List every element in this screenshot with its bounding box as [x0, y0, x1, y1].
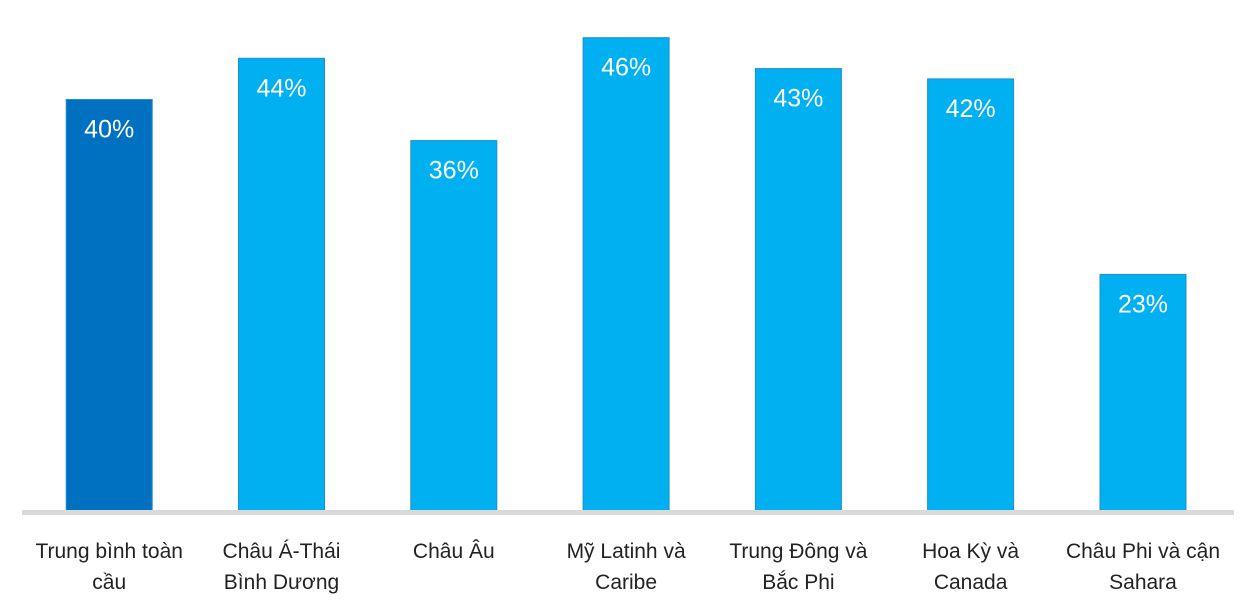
- bar-value-label-4: 43%: [773, 85, 823, 113]
- category-label-5-line-0: Hoa Kỳ và: [922, 540, 1019, 563]
- category-label-5-line-1: Canada: [934, 571, 1008, 594]
- bar-2: [410, 140, 498, 512]
- bar-value-label-1: 44%: [256, 74, 306, 102]
- bar-6: [1099, 273, 1187, 512]
- value-labels-group: 40% 44% 36% 46% 43% 42% 23%: [84, 54, 1168, 319]
- bar-value-label-2: 36%: [429, 157, 479, 185]
- category-label-4-line-1: Bắc Phi: [762, 571, 834, 594]
- bar-4: [754, 68, 842, 512]
- category-labels-group: Trung bình toàn cầu Châu Á-Thái Bình Dương C…: [35, 540, 1220, 594]
- category-label-6-line-0: Châu Phi và cận: [1066, 540, 1220, 563]
- category-label-1-line-0: Châu Á-Thái: [223, 540, 341, 563]
- category-label-3-line-0: Mỹ Latinh và: [567, 540, 686, 563]
- category-label-4-line-0: Trung Đông và: [729, 540, 867, 563]
- bars-group: [65, 37, 1187, 512]
- category-label-3-line-1: Caribe: [595, 571, 657, 594]
- bar-value-label-6: 23%: [1118, 290, 1168, 318]
- category-label-0-line-1: cầu: [92, 571, 126, 594]
- bar-0: [65, 99, 153, 512]
- x-axis-baseline: [22, 510, 1234, 515]
- category-label-0-line-0: Trung bình toàn: [35, 540, 183, 563]
- bar-value-label-3: 46%: [601, 54, 651, 82]
- bar-3: [582, 37, 670, 512]
- category-label-2-line-0: Châu Âu: [413, 540, 495, 563]
- bar-5: [927, 78, 1015, 512]
- bar-value-label-5: 42%: [946, 95, 996, 123]
- category-label-1-line-1: Bình Dương: [224, 571, 339, 594]
- bar-1: [238, 57, 325, 512]
- category-label-6-line-1: Sahara: [1109, 571, 1177, 594]
- bar-value-label-0: 40%: [84, 116, 134, 144]
